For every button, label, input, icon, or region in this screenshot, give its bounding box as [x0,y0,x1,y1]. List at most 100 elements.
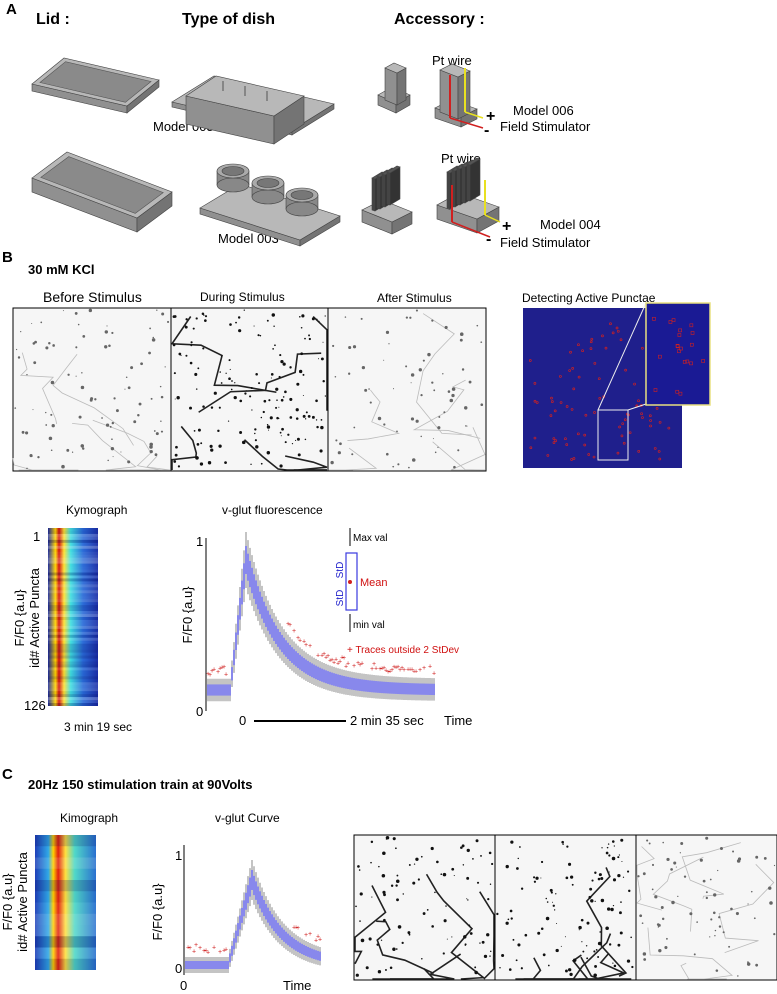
puncta [109,425,112,428]
puncta [127,460,131,464]
outlier: + [208,672,212,679]
puncta [368,388,370,390]
puncta [453,465,456,469]
detected-puncta [623,418,627,422]
puncta [75,346,78,349]
puncta [302,414,306,418]
kymo-row [48,655,98,659]
outlier: + [358,662,362,669]
puncta [420,855,423,858]
puncta [210,448,214,452]
puncta [467,899,469,901]
kymo-row [48,536,98,540]
outlier: + [188,945,192,952]
puncta [111,331,114,335]
kymo-row [48,619,98,623]
puncta [459,332,464,336]
puncta [218,444,222,448]
detected-puncta [576,432,580,436]
puncta [289,416,293,419]
puncta [715,969,719,972]
outlier: + [316,934,320,941]
puncta [710,918,713,921]
puncta [371,896,373,898]
kymo-row [48,682,98,686]
outlier: + [384,667,388,674]
puncta [66,448,70,452]
puncta [658,948,662,953]
outlier: + [298,638,302,645]
puncta [622,876,625,878]
detected-puncta [616,451,620,455]
puncta [666,937,668,940]
outlier: + [334,656,338,663]
puncta [62,310,64,312]
puncta [45,424,48,426]
puncta [324,315,326,317]
puncta [45,346,49,350]
puncta [626,870,630,873]
outlier: + [294,924,298,931]
puncta [612,878,617,882]
puncta [562,843,564,845]
puncta [295,408,299,412]
puncta [594,871,597,874]
box-top [199,183,341,241]
puncta [613,964,617,968]
puncta [197,367,200,370]
puncta [352,345,357,349]
neurite [432,441,485,471]
puncta [549,888,553,892]
kymo-row [48,599,98,603]
outlier: + [406,666,410,673]
detected-puncta [597,377,601,381]
puncta [337,451,341,455]
puncta [89,398,93,402]
outlier: + [224,947,228,954]
puncta [124,388,126,390]
detected-puncta [657,450,661,453]
tick-label: 1 [175,848,182,863]
puncta [332,344,335,348]
box-front [466,163,471,202]
puncta [167,320,170,323]
puncta [392,837,396,841]
micrograph [327,307,487,472]
outlier: + [222,948,226,955]
outlier: + [218,665,222,672]
puncta [620,901,622,903]
detected-puncta [620,434,624,438]
kymo-row [48,694,98,698]
puncta [278,375,281,379]
puncta [518,846,521,848]
puncta [263,399,267,403]
detected-puncta [552,441,556,444]
detected-puncta [559,401,563,404]
puncta [271,313,276,317]
puncta [316,425,319,429]
tick-label: 0 [180,978,187,993]
detected-puncta [533,399,537,403]
puncta [160,420,162,423]
puncta [719,846,723,851]
puncta [220,355,223,357]
puncta [194,372,198,376]
detected-puncta [682,360,687,364]
puncta [567,968,572,972]
kymo-row [48,659,98,662]
detected-puncta [652,316,656,321]
kymo-row [48,596,98,600]
kymo-row [48,667,98,671]
puncta [301,314,305,318]
panel-label: A [6,1,17,18]
puncta [612,962,614,964]
puncta [295,417,299,420]
puncta [755,963,759,967]
puncta [320,419,323,421]
legend-std [345,552,358,611]
puncta [304,418,307,420]
detected-puncta [616,329,620,333]
puncta [417,878,420,881]
neurite [372,968,436,980]
